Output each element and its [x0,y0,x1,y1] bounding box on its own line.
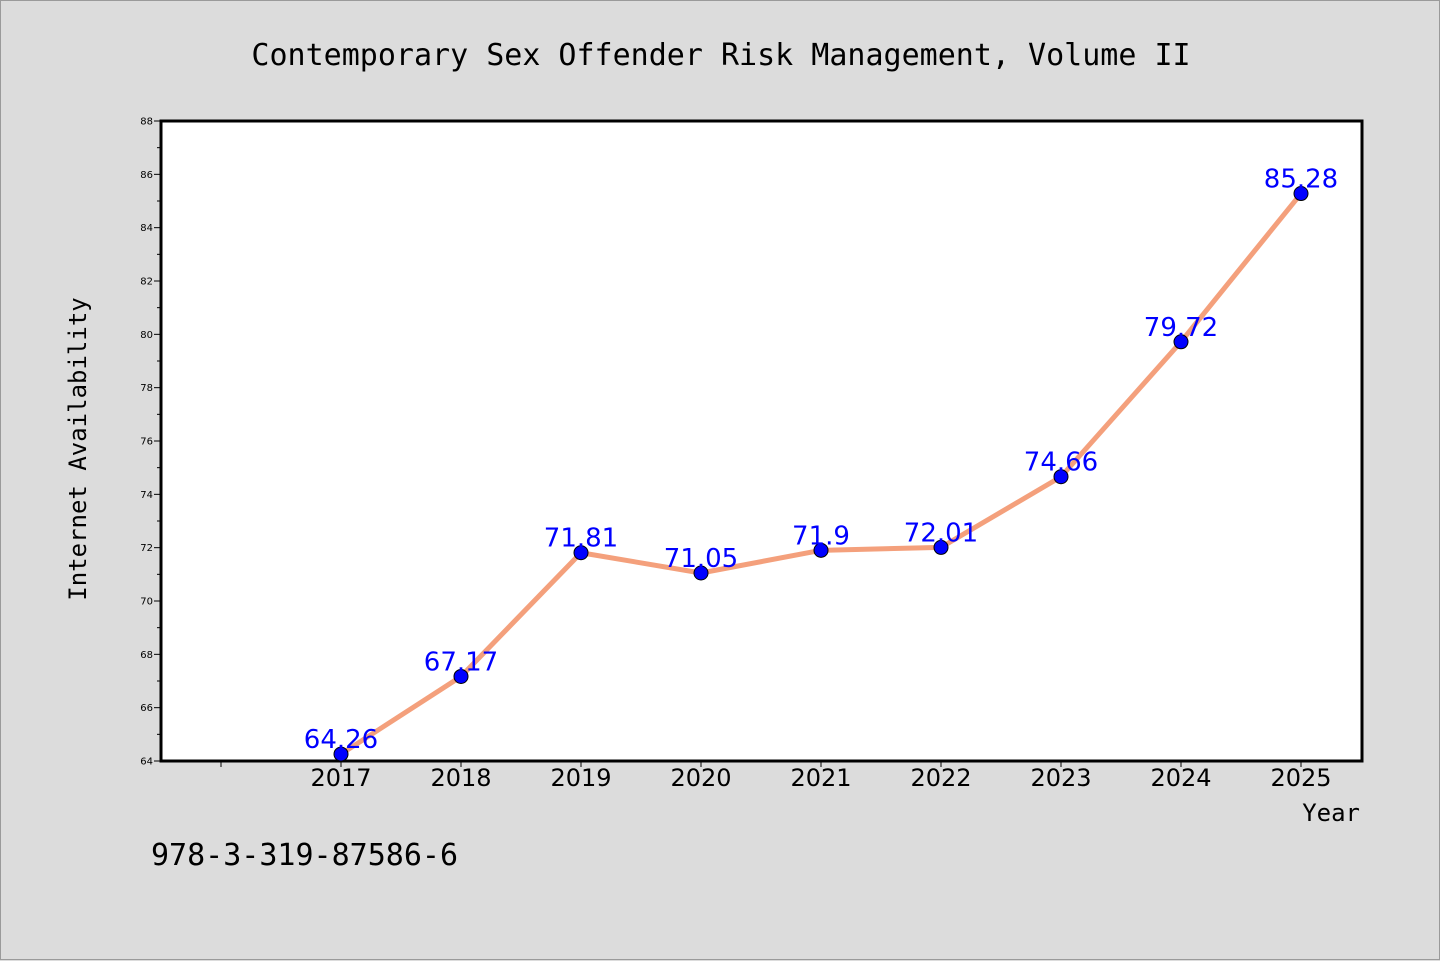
y-tick-label: 78 [140,383,153,394]
data-label: 72.01 [904,518,978,548]
x-tick-label: 2021 [790,764,851,792]
chart-title: Contemporary Sex Offender Risk Managemen… [251,38,1190,73]
isbn-text: 978-3-319-87586-6 [151,838,458,873]
data-point [1053,469,1069,485]
y-axis: 64 66 68 70 72 74 76 78 80 82 84 86 88 [140,117,161,768]
data-point [933,539,949,555]
data-label: 71.81 [544,524,618,554]
x-tick-label: 2025 [1270,764,1331,792]
y-tick-label: 72 [140,543,153,554]
series-1 [333,186,1309,762]
y-tick-label: 66 [140,703,153,714]
x-tick-label: 2023 [1030,764,1091,792]
y-tick-label: 80 [140,330,153,341]
x-axis-label: Year [1302,799,1360,827]
data-point [813,542,829,558]
x-tick-label: 2017 [310,764,371,792]
data-point [1293,186,1309,202]
data-label: 71.05 [664,544,738,574]
x-tick-label: 2018 [430,764,491,792]
data-label: 64.26 [304,725,378,755]
x-tick-label: 2020 [670,764,731,792]
data-label: 74.66 [1024,448,1098,478]
data-label: 79.72 [1144,313,1218,343]
y-tick-label: 76 [140,437,153,448]
data-label: 85.28 [1264,165,1338,195]
data-point [573,545,589,561]
data-labels: 64.26 67.17 71.81 71.05 71.9 72.01 74.66 79.72 8… [304,165,1338,756]
y-tick-label: 70 [140,597,153,608]
data-label: 71.9 [792,521,850,551]
y-tick-label: 82 [140,277,153,288]
y-tick-label: 84 [140,223,153,234]
data-point [333,746,349,762]
y-tick-label: 88 [140,117,153,128]
y-axis-label: Internet Availability [64,297,92,600]
data-label: 67.17 [424,647,498,677]
data-point [453,668,469,684]
data-point [1173,334,1189,350]
plot-area [159,119,1364,763]
x-tick-label: 2024 [1150,764,1211,792]
data-point [693,565,709,581]
x-tick-label: 2019 [550,764,611,792]
y-tick-label: 86 [140,170,153,181]
x-tick-label: 2022 [910,764,971,792]
y-tick-label: 68 [140,650,153,661]
x-axis: 2017 2018 2019 2020 2021 2022 2023 2024 2025 [220,761,1332,792]
y-tick-label: 74 [140,490,153,501]
y-tick-label: 64 [140,757,153,768]
